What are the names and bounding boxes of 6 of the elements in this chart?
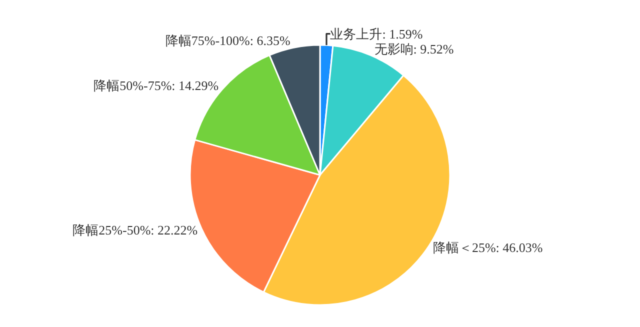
- slice-label: 无影响: 9.52%: [374, 41, 454, 56]
- slice-label: 降幅75%-100%: 6.35%: [165, 32, 290, 48]
- slice-label: 降幅＜25%: 46.03%: [432, 240, 543, 256]
- slice-label: 降幅25%-50%: 22.22%: [72, 222, 198, 238]
- slice-label: 业务上升: 1.59%: [330, 26, 423, 42]
- slice-label: 降幅50%-75%: 14.29%: [94, 78, 219, 94]
